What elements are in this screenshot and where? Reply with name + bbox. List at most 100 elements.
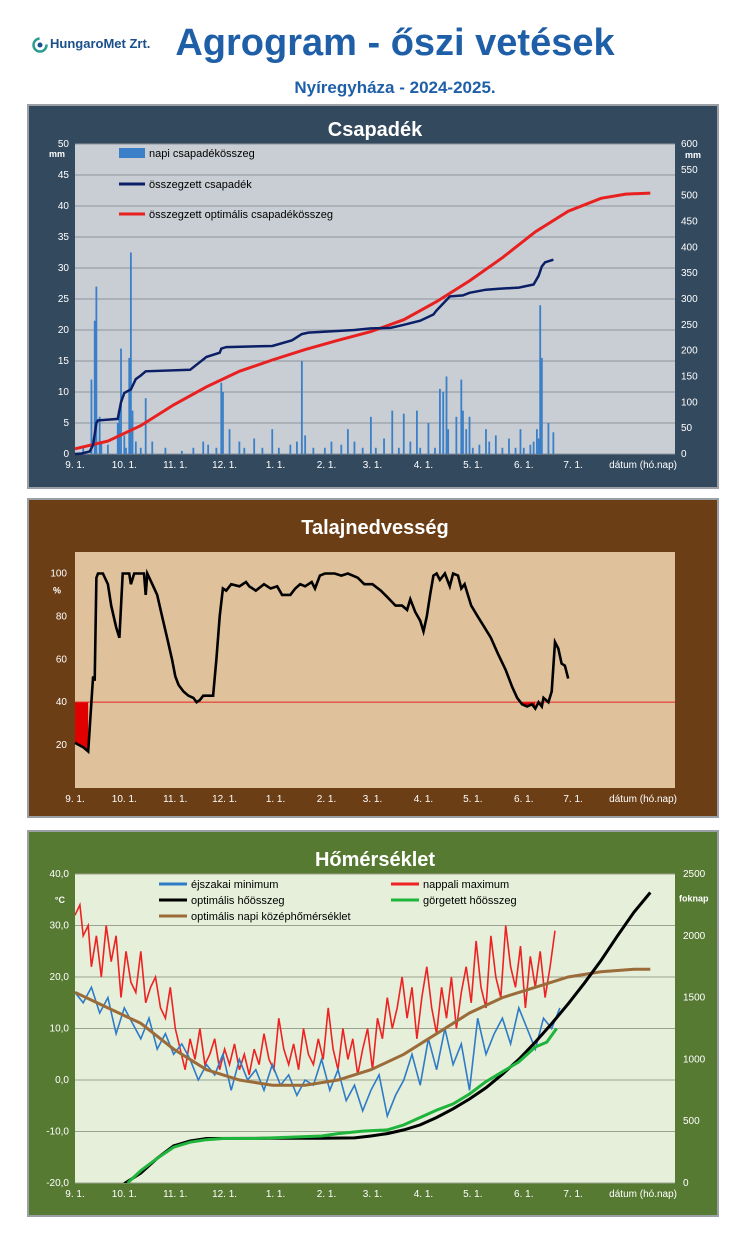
x-tick-label: 6. 1. bbox=[514, 460, 533, 471]
precip-bar bbox=[220, 382, 223, 454]
y-right-tick-label: 0 bbox=[683, 1178, 689, 1189]
precip-bar bbox=[98, 416, 101, 454]
legend-label: napi csapadékösszeg bbox=[149, 148, 255, 160]
precip-bar bbox=[128, 357, 131, 454]
y-left-tick-label: 10,0 bbox=[50, 1024, 70, 1035]
precip-bar bbox=[447, 429, 450, 454]
x-tick-label: 12. 1. bbox=[212, 460, 237, 471]
y-tick-label: 100 bbox=[50, 568, 67, 579]
x-tick-label: 9. 1. bbox=[65, 794, 84, 805]
y-tick-label: 60 bbox=[56, 654, 68, 665]
precip-bar bbox=[455, 416, 458, 454]
x-tick-label: 7. 1. bbox=[563, 794, 582, 805]
y-tick-label: 80 bbox=[56, 611, 68, 622]
precip-bar bbox=[494, 435, 497, 454]
precip-bar bbox=[468, 416, 471, 454]
y-right-tick-label: 2500 bbox=[683, 869, 706, 880]
chart-title: Hőmérséklet bbox=[315, 849, 435, 871]
precipitation-chart: Csapadék 9. 1. 10. 1. 11. 1. 12. 1. 1. 1. 2. 1… bbox=[49, 119, 701, 471]
x-axis-label: dátum (hó.nap) bbox=[609, 794, 677, 805]
precip-bar bbox=[462, 410, 464, 454]
x-tick-label: 11. 1. bbox=[163, 794, 187, 805]
y-left-tick-label: 0 bbox=[63, 449, 69, 460]
x-tick-label: 7. 1. bbox=[563, 1189, 582, 1200]
y-left-tick-label: 20,0 bbox=[50, 972, 70, 983]
precip-bar bbox=[129, 252, 132, 454]
precip-bar bbox=[90, 379, 93, 454]
y-right-tick-label: 500 bbox=[683, 1116, 700, 1127]
y-right-tick-label: 550 bbox=[681, 165, 698, 176]
x-tick-label: 4. 1. bbox=[414, 460, 433, 471]
precip-bar bbox=[100, 441, 103, 454]
y-right-tick-label: 400 bbox=[681, 242, 698, 253]
legend-label: optimális napi középhőmérséklet bbox=[191, 911, 351, 923]
x-tick-label: 4. 1. bbox=[414, 794, 433, 805]
x-tick-label: 1. 1. bbox=[266, 794, 285, 805]
y-right-tick-label: 1500 bbox=[683, 993, 706, 1004]
precip-bar bbox=[465, 429, 468, 454]
series-group bbox=[75, 891, 652, 1183]
precip-bar bbox=[397, 447, 400, 454]
precip-bar bbox=[106, 444, 109, 454]
y-right-tick-label: 350 bbox=[681, 268, 698, 279]
precip-bar bbox=[471, 447, 474, 454]
x-tick-label: 11. 1. bbox=[163, 1189, 187, 1200]
day-max-line bbox=[75, 901, 556, 1076]
x-tick-label: 9. 1. bbox=[65, 460, 84, 471]
y-right-tick-label: 250 bbox=[681, 320, 698, 331]
y-right-tick-label: 2000 bbox=[683, 931, 706, 942]
precip-bar bbox=[289, 444, 292, 454]
x-tick-label: 6. 1. bbox=[514, 794, 533, 805]
logo-swirl-icon bbox=[32, 36, 48, 53]
precip-bar bbox=[501, 447, 504, 454]
precip-bar bbox=[125, 447, 127, 454]
precip-bar bbox=[222, 392, 224, 454]
precip-bar bbox=[539, 305, 542, 454]
precip-bar bbox=[118, 410, 121, 454]
y-left-tick-label: 15 bbox=[58, 356, 70, 367]
precip-bar bbox=[514, 447, 517, 454]
precip-bar bbox=[228, 429, 231, 454]
precip-bar bbox=[346, 429, 349, 454]
precip-bar bbox=[532, 441, 535, 454]
y-left-tick-label: 25 bbox=[58, 294, 70, 305]
precip-bar bbox=[536, 429, 538, 454]
precip-bar bbox=[271, 429, 274, 454]
precip-bar bbox=[445, 376, 448, 454]
x-tick-label: 10. 1. bbox=[112, 794, 137, 805]
optimal-cumulative-line bbox=[74, 191, 651, 451]
precip-bar bbox=[522, 447, 525, 454]
x-tick-label: 5. 1. bbox=[463, 460, 482, 471]
x-tick-label: 12. 1. bbox=[212, 794, 237, 805]
x-tick-label: 5. 1. bbox=[463, 794, 482, 805]
precip-bar bbox=[296, 441, 298, 454]
legend-label: optimális hőösszeg bbox=[191, 895, 285, 907]
precip-bar bbox=[202, 441, 205, 454]
precip-bar bbox=[207, 444, 210, 454]
precip-bar bbox=[192, 447, 195, 454]
cumulative-precip-line bbox=[74, 258, 554, 456]
precip-bar bbox=[460, 379, 463, 454]
precip-bar bbox=[164, 447, 167, 454]
logo-text: HungaroMet Zrt. bbox=[50, 36, 151, 51]
precip-bar bbox=[123, 435, 126, 454]
y-right-unit: mm bbox=[685, 150, 701, 160]
precip-bar bbox=[253, 438, 256, 454]
x-tick-label: 5. 1. bbox=[463, 1189, 482, 1200]
chart-title: Talajnedvesség bbox=[301, 517, 448, 539]
x-tick-label: 2. 1. bbox=[317, 460, 336, 471]
precip-bar bbox=[529, 444, 532, 454]
precip-bar bbox=[277, 447, 280, 454]
precip-bar bbox=[416, 410, 418, 454]
precip-bar bbox=[540, 357, 543, 454]
y-right-tick-label: 300 bbox=[681, 294, 698, 305]
precip-bar bbox=[215, 447, 218, 454]
precip-bar bbox=[180, 450, 183, 454]
precip-bar bbox=[419, 447, 422, 454]
y-tick-label: 20 bbox=[56, 740, 68, 751]
precip-bar bbox=[361, 447, 364, 454]
y-left-tick-label: 5 bbox=[63, 418, 69, 429]
precip-bar bbox=[131, 410, 134, 454]
precip-bar bbox=[374, 447, 377, 454]
precip-bar bbox=[238, 441, 241, 454]
